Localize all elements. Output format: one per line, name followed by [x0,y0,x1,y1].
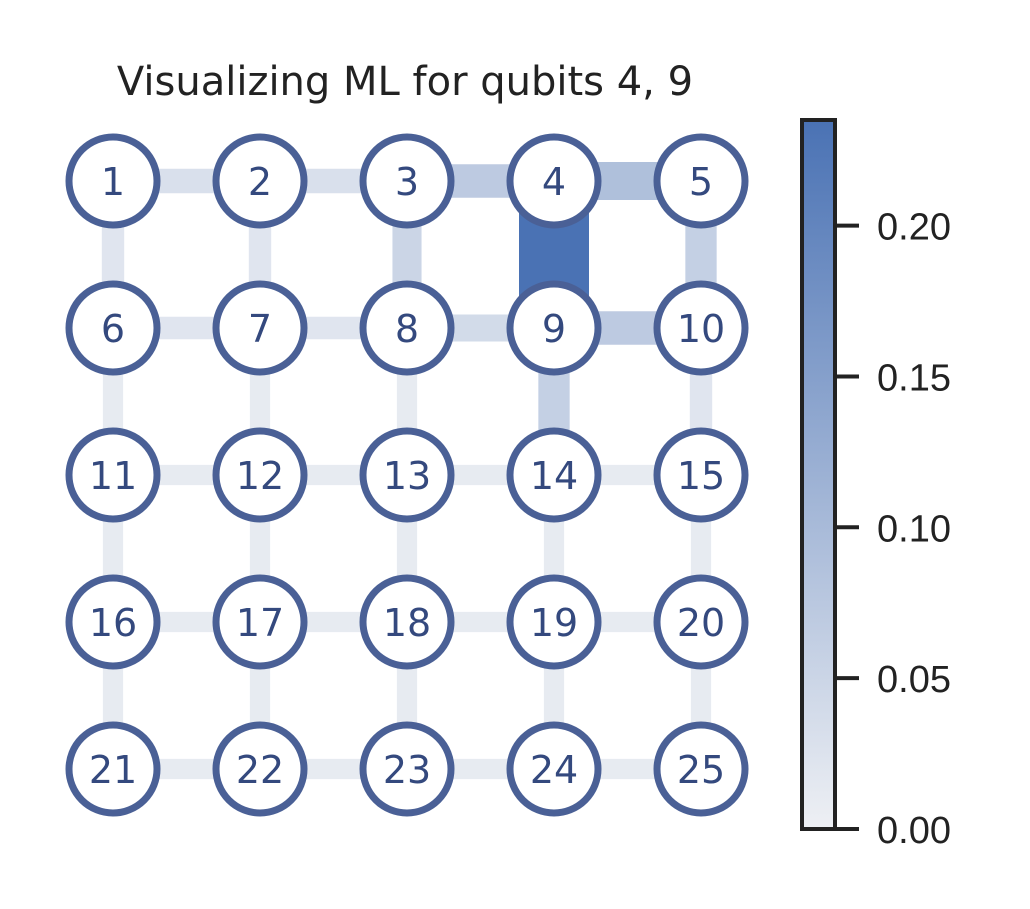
qubit-circle [212,133,308,229]
qubit-circle [653,133,749,229]
qubit-node-13: 13 [359,427,455,523]
colorbar-tick-label: 0.15 [877,357,951,399]
qubit-node-12: 12 [212,427,308,523]
qubit-node-25: 25 [653,721,749,817]
qubit-circle [65,280,161,376]
qubit-circle [359,133,455,229]
colorbar: 0.00 0.05 0.10 0.15 0.20 [800,118,951,852]
qubit-node-1: 1 [65,133,161,229]
qubit-circle [506,133,602,229]
qubit-node-11: 11 [65,427,161,523]
qubit-circle [653,427,749,523]
qubit-circle [212,574,308,670]
colorbar-tick-label: 0.20 [877,207,951,249]
qubit-node-16: 16 [65,574,161,670]
qubit-circle [359,721,455,817]
qubit-node-17: 17 [212,574,308,670]
qubit-label: 4 [542,160,566,204]
qubit-node-20: 20 [653,574,749,670]
qubit-label: 17 [236,601,284,645]
colorbar-tick-label: 0.05 [877,659,951,701]
qubit-circle [359,574,455,670]
qubit-label: 21 [89,748,137,792]
qubit-label: 18 [383,601,431,645]
qubit-circle [506,280,602,376]
qubit-node-21: 21 [65,721,161,817]
qubit-circle [65,721,161,817]
qubit-node-22: 22 [212,721,308,817]
qubit-label: 25 [677,748,725,792]
qubit-node-2: 2 [212,133,308,229]
qubit-label: 22 [236,748,284,792]
figure-title: Visualizing ML for qubits 4, 9 [117,59,693,105]
qubit-circle [653,721,749,817]
qubit-node-23: 23 [359,721,455,817]
qubit-node-19: 19 [506,574,602,670]
qubit-node-15: 15 [653,427,749,523]
qubit-label: 20 [677,601,725,645]
qubit-label: 24 [530,748,578,792]
qubit-circle [212,427,308,523]
qubit-label: 7 [248,307,272,351]
qubit-node-6: 6 [65,280,161,376]
qubit-label: 3 [395,160,419,204]
qubit-label: 12 [236,454,284,498]
qubit-label: 8 [395,307,419,351]
colorbar-ticks: 0.00 0.05 0.10 0.15 0.20 [835,207,951,852]
qubit-label: 16 [89,601,137,645]
qubit-node-10: 10 [653,280,749,376]
qubit-circle [65,133,161,229]
colorbar-tick-label: 0.00 [877,810,951,852]
qubit-node-18: 18 [359,574,455,670]
qubit-circle [506,574,602,670]
qubit-circle [506,427,602,523]
qubit-node-24: 24 [506,721,602,817]
qubit-label: 14 [530,454,578,498]
qubit-label: 9 [542,307,566,351]
qubit-label: 5 [689,160,713,204]
qubit-node-8: 8 [359,280,455,376]
qubit-label: 11 [89,454,137,498]
qubit-circle [359,280,455,376]
qubit-circle [653,574,749,670]
qubit-label: 19 [530,601,578,645]
qubit-node-3: 3 [359,133,455,229]
qubit-circle [506,721,602,817]
qubit-circle [212,721,308,817]
qubit-label: 13 [383,454,431,498]
colorbar-gradient [800,118,837,831]
qubit-circle [212,280,308,376]
qubit-circle [65,574,161,670]
qubit-circle [65,427,161,523]
qubit-circle [359,427,455,523]
qubit-node-5: 5 [653,133,749,229]
qubit-label: 10 [677,307,725,351]
colorbar-tick-label: 0.10 [877,508,951,550]
qubit-node-9: 9 [506,280,602,376]
qubit-label: 23 [383,748,431,792]
qubit-node-7: 7 [212,280,308,376]
qubit-node-4: 4 [506,133,602,229]
qubit-label: 1 [101,160,125,204]
qubit-label: 6 [101,307,125,351]
qubit-node-14: 14 [506,427,602,523]
qubit-label: 15 [677,454,725,498]
qubit-circle [653,280,749,376]
qubit-label: 2 [248,160,272,204]
